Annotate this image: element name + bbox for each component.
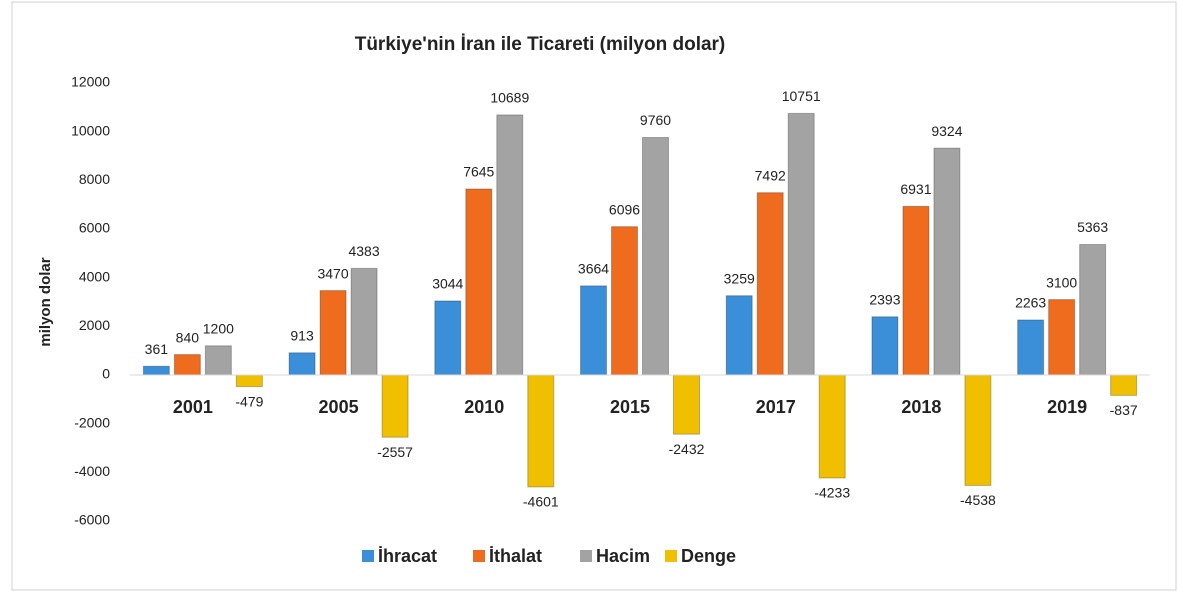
data-label: 3100 (1046, 274, 1077, 290)
data-label: 10689 (490, 90, 529, 106)
bar (1079, 244, 1107, 376)
data-label: 840 (176, 329, 200, 345)
data-label: -4601 (523, 494, 559, 510)
legend-label: Hacim (596, 546, 650, 566)
data-label: 9324 (931, 123, 962, 139)
x-tick-label: 2018 (901, 397, 941, 417)
y-tick-label: -4000 (74, 463, 110, 479)
data-label: 5363 (1077, 219, 1108, 235)
legend-label: İthalat (489, 546, 542, 566)
bar (288, 352, 316, 376)
legend-label: İhracat (378, 546, 437, 566)
bar (350, 267, 378, 376)
bar (642, 137, 669, 376)
data-label: 3259 (724, 270, 755, 286)
bar (725, 295, 753, 376)
x-tick-label: 2005 (319, 397, 359, 417)
x-tick-label: 2019 (1047, 397, 1087, 417)
bar (871, 316, 899, 376)
data-label: 1200 (203, 321, 234, 337)
bar (319, 290, 347, 376)
data-label: -4233 (814, 485, 850, 501)
data-label: 9760 (640, 112, 671, 128)
legend-label: Denge (681, 546, 736, 566)
data-label: -4538 (960, 492, 996, 508)
y-tick-label: 10000 (71, 122, 110, 138)
bar (142, 365, 170, 376)
bar (527, 374, 555, 488)
bar (496, 114, 524, 376)
data-label: 2393 (869, 291, 900, 307)
data-label: -2432 (669, 441, 705, 457)
data-label: 3470 (317, 265, 348, 281)
y-tick-label: -6000 (74, 512, 110, 528)
bar (173, 354, 201, 376)
bar (434, 300, 462, 376)
legend-swatch (580, 550, 592, 562)
bar (204, 345, 232, 376)
bar (902, 205, 930, 376)
data-label: 913 (290, 327, 314, 343)
data-label: 3044 (432, 276, 463, 292)
y-tick-label: -2000 (74, 414, 110, 430)
bar (756, 192, 784, 376)
y-tick-label: 0 (102, 366, 110, 382)
y-tick-label: 12000 (71, 74, 110, 90)
bar (964, 374, 992, 486)
data-label: 7492 (755, 167, 786, 183)
data-label: 361 (145, 341, 169, 357)
bar (787, 112, 815, 376)
data-label: 2263 (1015, 295, 1046, 311)
y-axis-title: milyon dolar (37, 257, 54, 346)
bar (580, 285, 607, 376)
x-tick-label: 2017 (756, 397, 796, 417)
x-tick-label: 2001 (173, 397, 213, 417)
bar (611, 226, 638, 376)
data-label: -2557 (377, 444, 413, 460)
y-tick-label: 4000 (79, 268, 110, 284)
y-tick-label: 2000 (79, 317, 110, 333)
data-label: 7645 (463, 164, 494, 180)
bar (1048, 299, 1076, 376)
legend-swatch (473, 550, 485, 562)
bar (673, 374, 700, 435)
bar (381, 374, 409, 438)
bar (465, 188, 493, 376)
bar (1017, 319, 1045, 376)
x-tick-label: 2010 (464, 397, 504, 417)
bar (1110, 374, 1138, 396)
data-label: -837 (1110, 402, 1138, 418)
bar (818, 374, 846, 479)
x-tick-label: 2015 (610, 397, 650, 417)
data-label: 4383 (348, 243, 379, 259)
legend-swatch (665, 550, 677, 562)
bar (933, 147, 961, 376)
data-label: 10751 (782, 88, 821, 104)
bar (235, 374, 263, 388)
y-tick-label: 8000 (79, 171, 110, 187)
y-tick-label: 6000 (79, 220, 110, 236)
data-label: -479 (235, 393, 263, 409)
chart-title: Türkiye'nin İran ile Ticareti (milyon do… (355, 34, 726, 55)
data-label: 3664 (578, 261, 609, 277)
legend-swatch (362, 550, 374, 562)
data-label: 6931 (900, 181, 931, 197)
data-label: 6096 (609, 201, 640, 217)
